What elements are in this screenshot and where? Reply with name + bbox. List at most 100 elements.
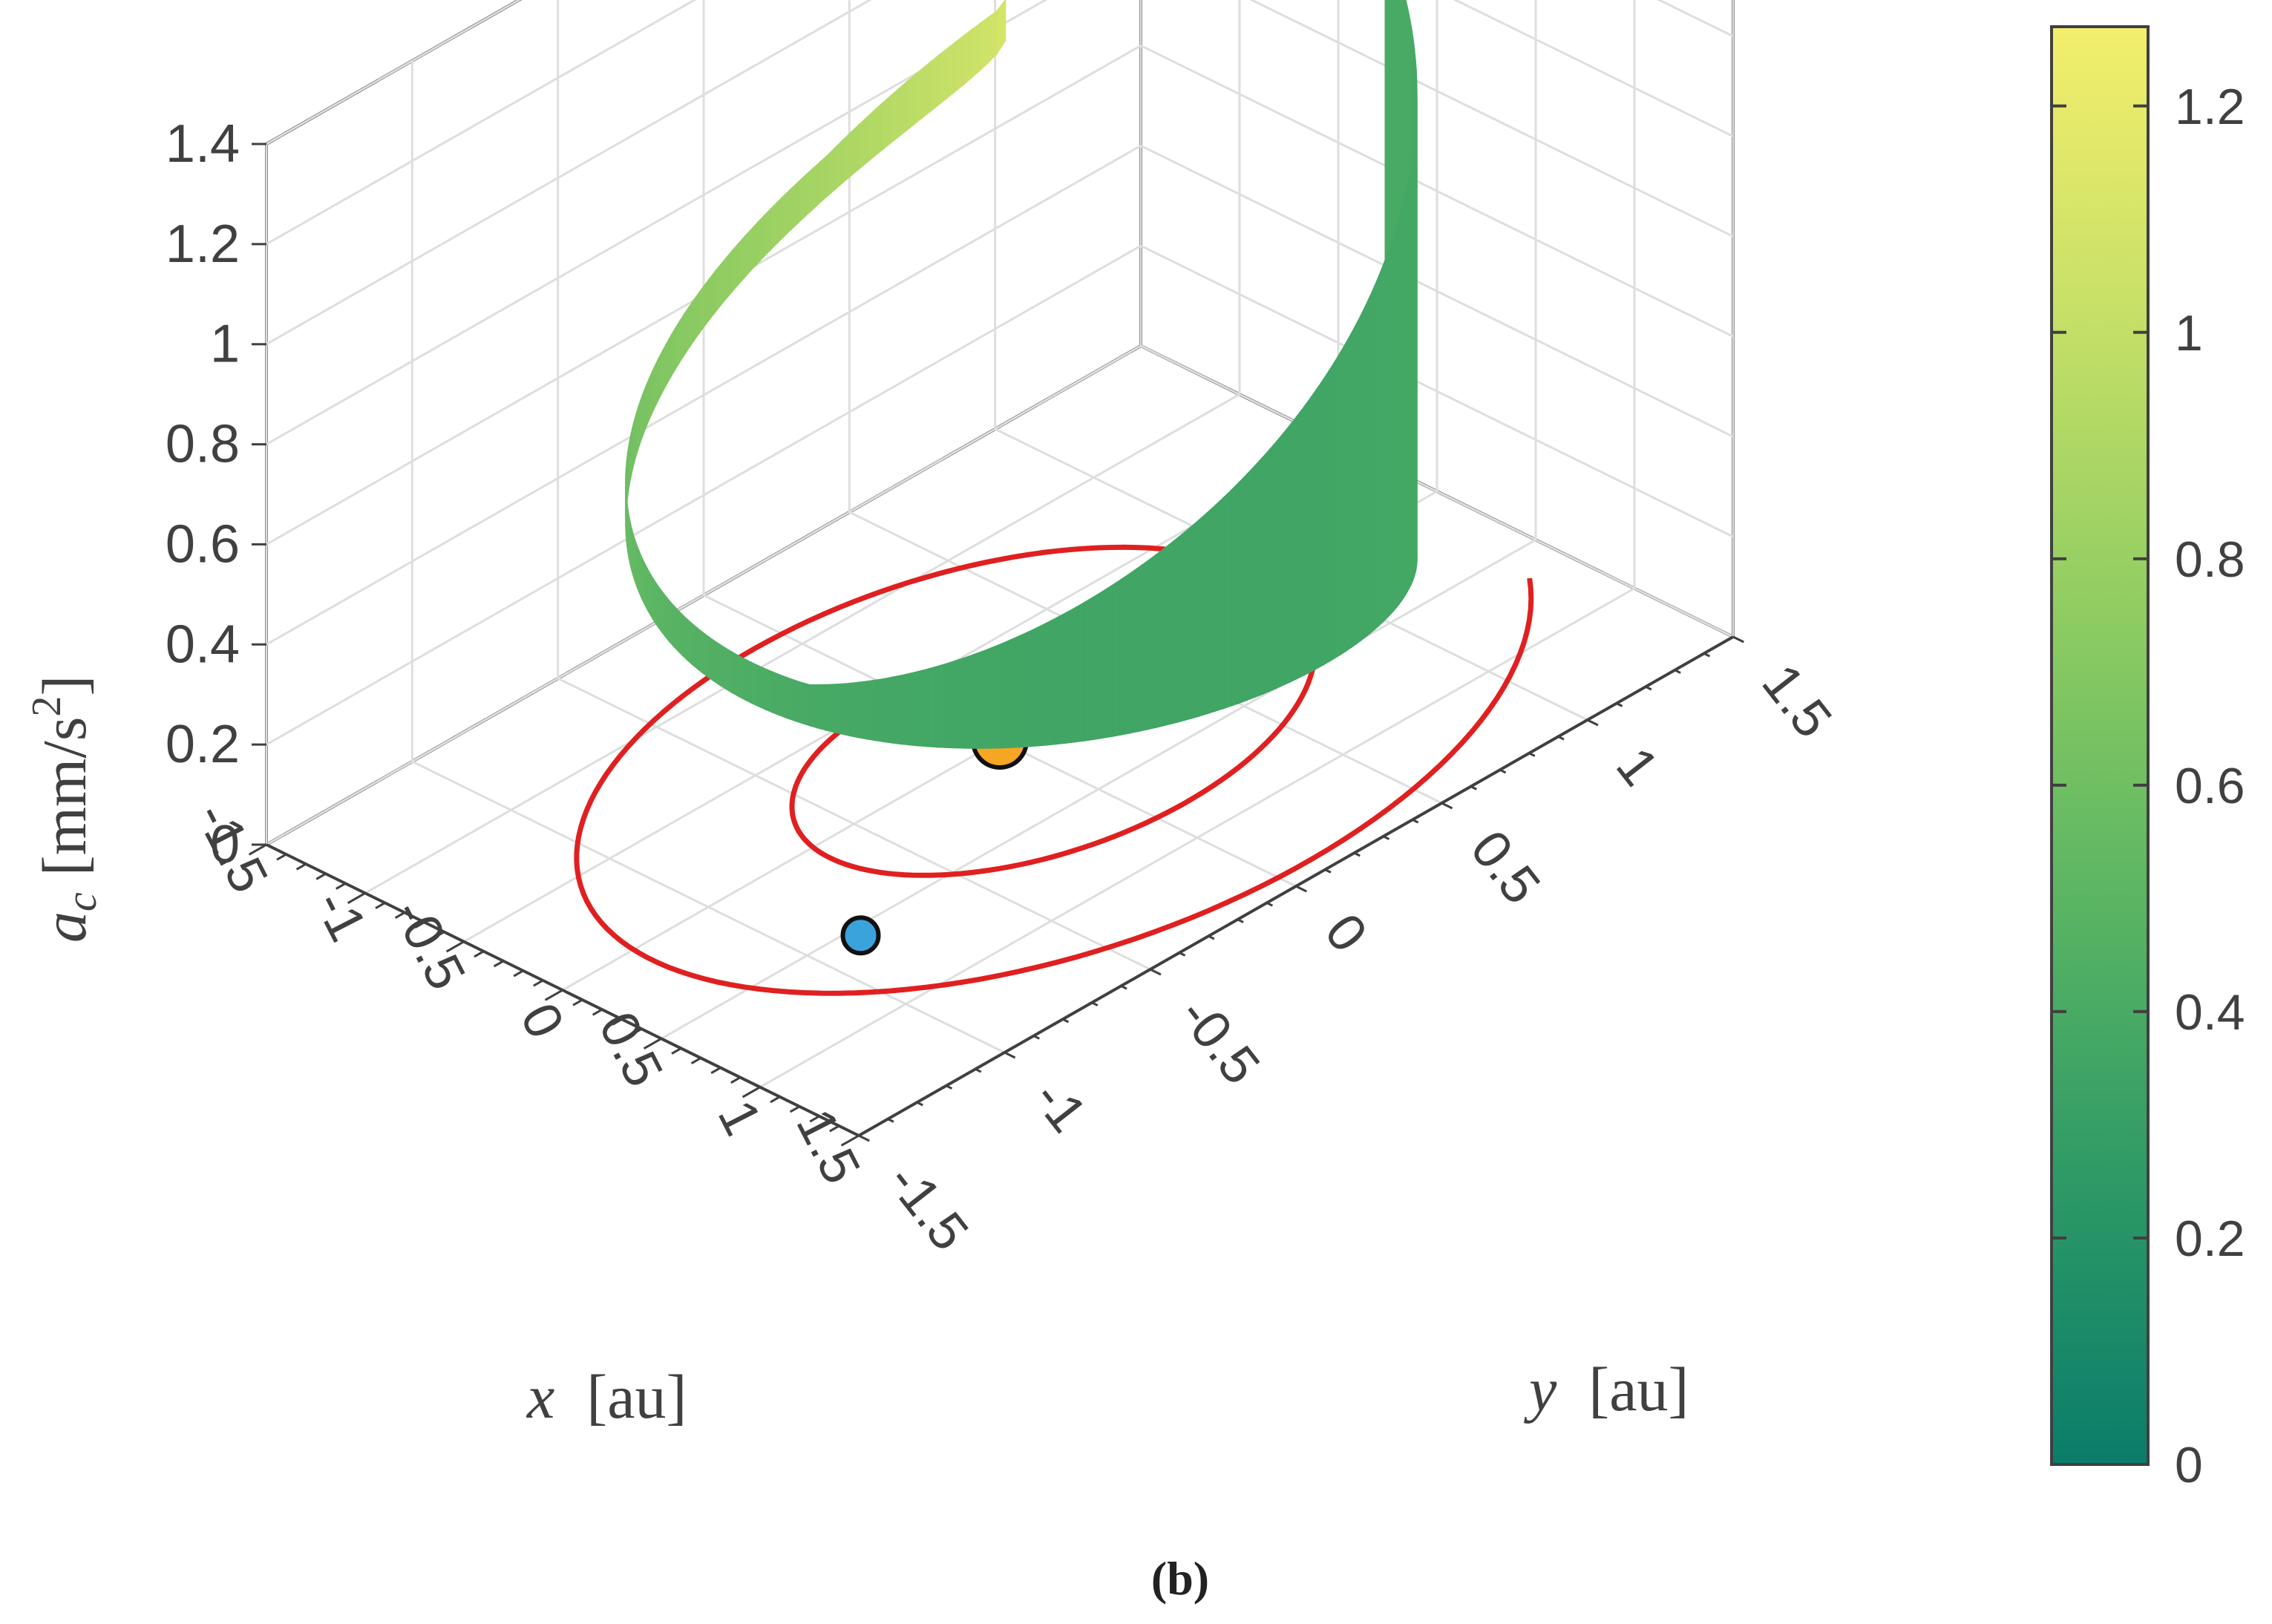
wall-grid-horizontal	[266, 244, 1142, 746]
x-tick-mark	[544, 989, 563, 1001]
wall-grid-horizontal	[266, 0, 522, 145]
y-tick-mark	[1091, 1001, 1099, 1006]
z-tick-label: 0	[210, 815, 240, 874]
surface-facet	[1155, 546, 1166, 729]
y-tick-mark	[1150, 968, 1162, 976]
z-tick-label: 0.2	[166, 715, 240, 774]
surface-facet	[988, 10, 998, 64]
x-tick-mark	[335, 882, 347, 890]
surface-facet	[687, 618, 693, 667]
y-tick-label: 1.5	[1750, 654, 1843, 749]
markers-layer	[840, 712, 1029, 956]
wall-grid-horizontal	[266, 144, 1142, 646]
x-tick-mark	[829, 1124, 840, 1133]
x-tick-mark	[612, 1018, 623, 1026]
surface-facet	[770, 200, 779, 252]
surface-facet	[1206, 504, 1217, 715]
surface-facet	[731, 242, 739, 293]
surface-facet	[725, 647, 733, 694]
y-tick-mark	[1441, 802, 1453, 810]
surface-facet	[935, 663, 947, 748]
surface-facet	[914, 67, 924, 125]
x-axis-label: x [au]	[526, 1363, 687, 1432]
surface-facet	[971, 22, 981, 79]
y-tick-mark	[916, 1101, 923, 1107]
surface-facet	[1181, 525, 1191, 722]
surface-facet	[737, 654, 746, 701]
x-tick-mark	[394, 911, 405, 919]
x-tick-mark	[690, 1057, 701, 1064]
surface-facet	[691, 622, 698, 670]
surface-facet	[1254, 456, 1263, 698]
x-tick-mark	[572, 998, 583, 1006]
surface-facet	[1322, 368, 1330, 667]
surface-facet	[1137, 560, 1148, 733]
surface-facet	[790, 180, 799, 231]
colorbar-tick-label: 0.8	[2175, 531, 2245, 588]
wall-grid-horizontal	[1140, 244, 1734, 538]
surface-facet	[883, 676, 894, 744]
y-tick-mark	[1587, 718, 1599, 727]
y-tick-mark	[1324, 868, 1332, 874]
surface-facet	[776, 194, 785, 245]
colorbar-tick-label: 1.2	[2175, 79, 2245, 135]
surface-facet	[850, 123, 860, 177]
surface-facet	[1316, 378, 1324, 669]
surface-facet	[917, 668, 929, 747]
x-tick-mark	[414, 921, 425, 929]
colorbar-tick-label: 0	[2175, 1437, 2203, 1493]
surface-facet	[707, 635, 715, 683]
surface-facet	[1230, 480, 1240, 707]
surface-facet	[703, 277, 710, 329]
surface-facet	[1222, 488, 1232, 710]
surface-facet	[783, 187, 793, 238]
y-tick-label: 0	[1313, 903, 1378, 963]
surface-facet	[1164, 540, 1174, 727]
x-tick-mark	[474, 950, 485, 958]
z-tick-label: 0.4	[166, 615, 240, 674]
colorbar-tick-label: 0.4	[2175, 984, 2245, 1041]
surface-facet	[827, 145, 837, 197]
y-tick-mark	[1616, 702, 1623, 707]
surface-facet	[874, 678, 885, 743]
surface-facet	[793, 679, 803, 724]
surface-facet	[1289, 413, 1298, 683]
start-marker	[840, 915, 881, 956]
y-tick-mark	[858, 1134, 870, 1142]
y-tick-mark	[1674, 669, 1681, 674]
surface-facet	[1345, 331, 1352, 652]
y-tick-label: 0.5	[1459, 820, 1552, 915]
surface-facet	[963, 27, 973, 86]
surface-facet	[1214, 496, 1225, 713]
surface-facet	[763, 207, 772, 258]
y-tick-mark	[1732, 635, 1744, 644]
surface-facet	[744, 228, 752, 279]
surface-facet	[1027, 626, 1039, 747]
surface-facet	[1172, 533, 1183, 724]
surface-facet	[1334, 350, 1341, 660]
z-tick-label: 1.4	[166, 114, 240, 174]
surface-facet	[1350, 324, 1358, 649]
wall-grid-horizontal	[266, 344, 1142, 846]
surface-facet	[1275, 431, 1285, 690]
z-axis-label: ac[mm/s2]	[24, 675, 105, 943]
surface-facet	[1000, 639, 1011, 749]
surface-facet	[834, 138, 844, 191]
surface-facet	[980, 16, 990, 72]
colorbar-ticks: 0 0.2 0.4 0.6 0.8 1 1.2	[2052, 79, 2245, 1493]
surface-facet	[909, 670, 920, 747]
surface-facet	[972, 650, 983, 749]
y-tick-mark	[1208, 934, 1215, 940]
surface-facet	[865, 108, 875, 165]
colorbar-tick-label: 1	[2175, 305, 2203, 361]
surface-facet	[906, 73, 916, 132]
wall-grid-horizontal	[1140, 344, 1734, 638]
x-tick-mark	[493, 960, 504, 968]
x-tick-mark	[315, 872, 327, 880]
gridlines	[265, 0, 1735, 1137]
wall-grid-horizontal	[1140, 45, 1734, 338]
surface-facet	[785, 676, 795, 721]
surface-facet	[1055, 612, 1067, 745]
y-tick-mark	[1528, 752, 1536, 757]
surface-facet	[696, 626, 704, 675]
